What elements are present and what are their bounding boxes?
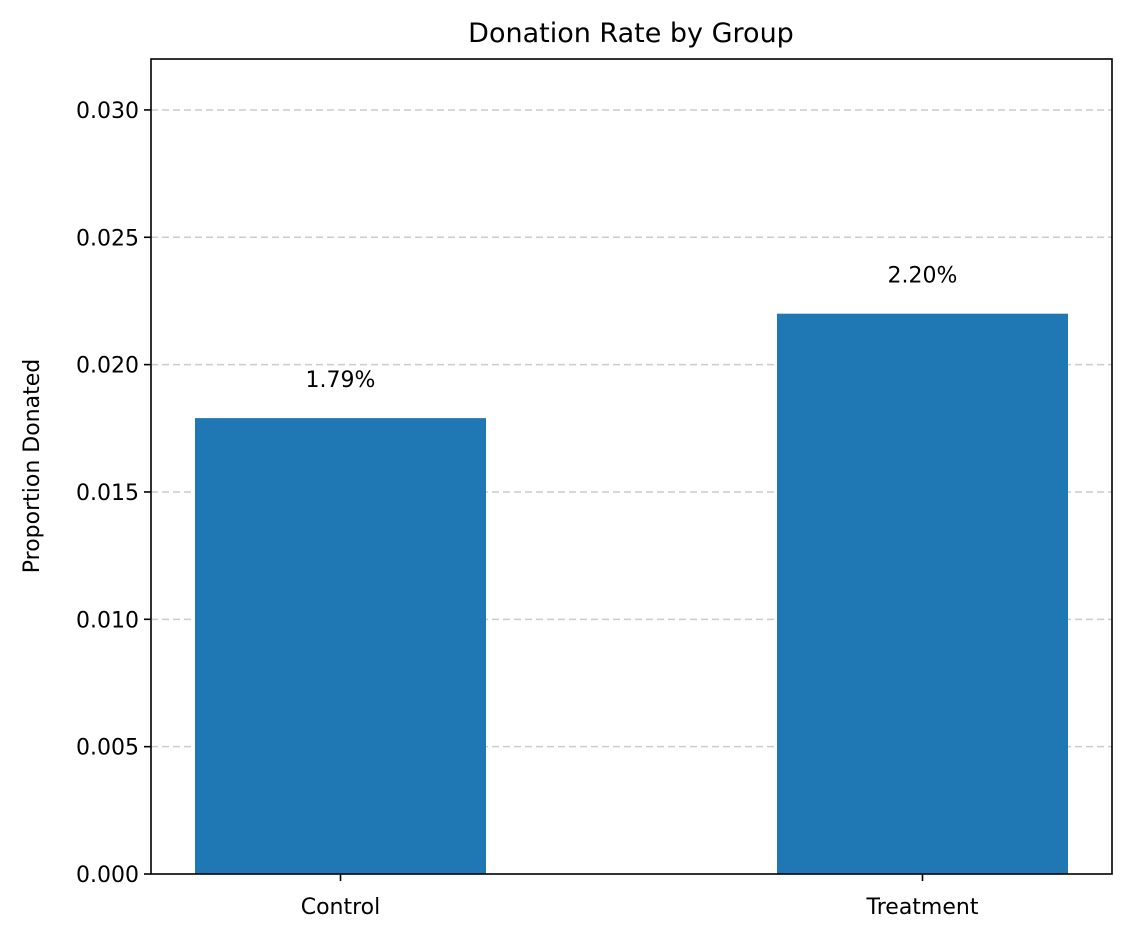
y-tick-label: 0.000 — [76, 863, 139, 888]
bar-control — [195, 418, 486, 874]
data-label-control: 1.79% — [306, 368, 376, 393]
y-tick-label: 0.030 — [76, 99, 139, 124]
y-tick-label: 0.010 — [76, 608, 139, 633]
x-tick-label-control: Control — [301, 895, 381, 920]
data-label-treatment: 2.20% — [888, 264, 958, 289]
y-axis-ticks: 0.000 0.005 0.010 0.015 0.020 0.025 0.030 — [76, 99, 151, 888]
y-tick-label: 0.025 — [76, 226, 139, 251]
y-axis-label: Proportion Donated — [20, 359, 45, 573]
y-tick-label: 0.015 — [76, 481, 139, 506]
x-axis-ticks: Control Treatment — [301, 874, 979, 920]
x-tick-label-treatment: Treatment — [866, 895, 979, 920]
plot-frame — [150, 58, 1113, 875]
chart-title: Donation Rate by Group — [468, 18, 794, 49]
y-tick-label: 0.005 — [76, 736, 139, 761]
data-labels: 1.79% 2.20% — [306, 264, 958, 393]
bars — [195, 313, 1068, 874]
bar-treatment — [777, 313, 1068, 874]
y-tick-label: 0.020 — [76, 354, 139, 379]
